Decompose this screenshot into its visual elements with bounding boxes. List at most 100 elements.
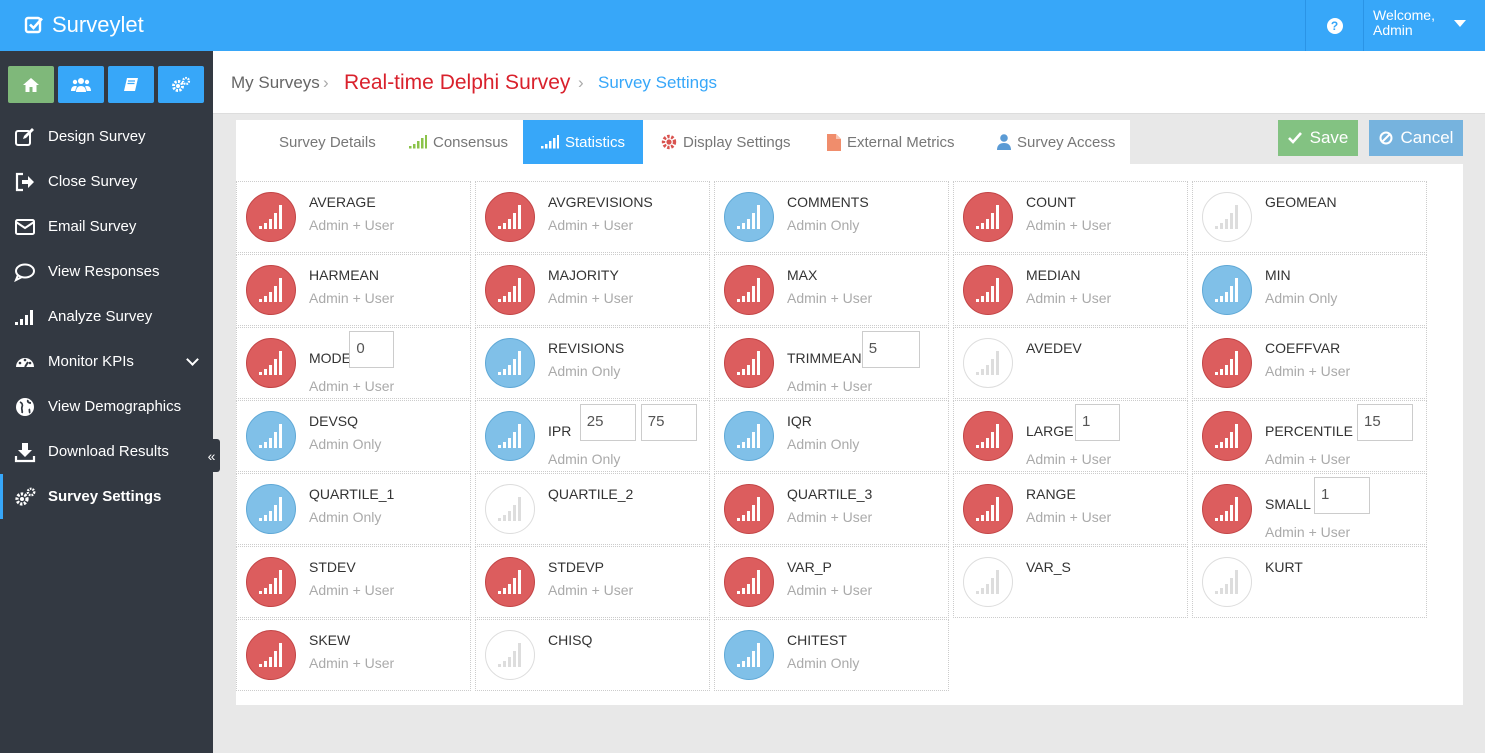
users-icon	[71, 77, 91, 92]
stat-parameter-input[interactable]: 75	[640, 404, 697, 441]
stat-cell-comments: COMMENTS Admin Only	[714, 181, 949, 253]
stat-access: Admin + User	[309, 582, 395, 598]
stat-cell-count: COUNT Admin + User	[953, 181, 1188, 253]
stat-toggle-stdevp[interactable]	[485, 557, 535, 607]
stat-cell-avgrevisions: AVGREVISIONS Admin + User	[475, 181, 710, 253]
stat-access: Admin Only	[787, 217, 860, 233]
sidebar-collapse-button[interactable]: «	[203, 439, 220, 472]
stat-toggle-ipr[interactable]	[485, 411, 535, 461]
users-button[interactable]	[58, 66, 104, 103]
tab-label: Statistics	[564, 133, 625, 151]
stat-toggle-stdev[interactable]	[246, 557, 296, 607]
stat-cell-stdevp: STDEVP Admin + User	[475, 546, 710, 618]
stat-toggle-kurt[interactable]	[1202, 557, 1252, 607]
stat-name: STDEV	[309, 559, 356, 575]
sidebar-item-close-survey[interactable]: Close Survey	[0, 159, 213, 204]
sidebar-item-view-responses[interactable]: View Responses	[0, 249, 213, 294]
sidebar: Design Survey Close Survey Email Survey …	[0, 51, 213, 753]
tab-display-settings[interactable]: Display Settings	[661, 120, 791, 164]
stat-toggle-trimmean[interactable]	[724, 338, 774, 388]
user-menu[interactable]: Welcome, Admin	[1363, 0, 1485, 51]
stat-toggle-comments[interactable]	[724, 192, 774, 242]
stat-parameter-input[interactable]: 1	[1314, 477, 1370, 514]
stat-name: SKEW	[309, 632, 351, 648]
cogs-icon	[172, 76, 191, 92]
stat-toggle-majority[interactable]	[485, 265, 535, 315]
stat-toggle-quartile_3[interactable]	[724, 484, 774, 534]
stat-toggle-var_p[interactable]	[724, 557, 774, 607]
sidebar-item-email-survey[interactable]: Email Survey	[0, 204, 213, 249]
stat-cell-range: RANGE Admin + User	[953, 473, 1188, 545]
stat-toggle-large[interactable]	[963, 411, 1013, 461]
stat-toggle-percentile[interactable]	[1202, 411, 1252, 461]
stat-toggle-harmean[interactable]	[246, 265, 296, 315]
stat-toggle-small[interactable]	[1202, 484, 1252, 534]
check-icon	[1287, 132, 1302, 144]
home-button[interactable]	[8, 66, 54, 103]
stat-toggle-iqr[interactable]	[724, 411, 774, 461]
stat-toggle-chisq[interactable]	[485, 630, 535, 680]
stat-toggle-avedev[interactable]	[963, 338, 1013, 388]
signal-icon	[259, 497, 282, 521]
sidebar-item-analyze-survey[interactable]: Analyze Survey	[0, 294, 213, 339]
stat-name: KURT	[1265, 559, 1303, 575]
stat-toggle-chitest[interactable]	[724, 630, 774, 680]
stat-access: Admin Only	[309, 436, 382, 452]
cogs-icon	[15, 487, 36, 506]
tab-survey-access[interactable]: Survey Access	[997, 120, 1115, 164]
stat-toggle-median[interactable]	[963, 265, 1013, 315]
sidebar-item-download-results[interactable]: Download Results	[0, 429, 213, 474]
stat-toggle-var_s[interactable]	[963, 557, 1013, 607]
sidebar-item-view-demographics[interactable]: View Demographics	[0, 384, 213, 429]
cancel-button[interactable]: Cancel	[1369, 120, 1463, 156]
sidebar-item-survey-settings[interactable]: Survey Settings	[0, 474, 213, 519]
stat-access: Admin + User	[1026, 217, 1112, 233]
stat-toggle-skew[interactable]	[246, 630, 296, 680]
cogs-button[interactable]	[158, 66, 204, 103]
stat-parameter-input[interactable]: 25	[579, 404, 636, 441]
signal-icon	[976, 497, 999, 521]
help-button[interactable]: ?	[1305, 0, 1363, 51]
stat-cell-skew: SKEW Admin + User	[236, 619, 471, 691]
stat-toggle-max[interactable]	[724, 265, 774, 315]
app-brand[interactable]: Surveylet	[24, 12, 144, 38]
stat-parameter-input[interactable]: 15	[1357, 404, 1413, 441]
stat-name: AVERAGE	[309, 194, 376, 210]
stat-access: Admin + User	[1026, 451, 1112, 467]
stat-toggle-quartile_2[interactable]	[485, 484, 535, 534]
signal-icon	[737, 497, 760, 521]
stat-toggle-count[interactable]	[963, 192, 1013, 242]
tab-survey-details[interactable]: Survey Details	[279, 120, 376, 164]
book-button[interactable]	[108, 66, 154, 103]
breadcrumb-survey-title[interactable]: Real-time Delphi Survey	[344, 70, 571, 94]
sidebar-item-label: Survey Settings	[48, 488, 162, 505]
stat-toggle-avgrevisions[interactable]	[485, 192, 535, 242]
stat-parameter-input[interactable]: 0	[349, 331, 395, 368]
save-button[interactable]: Save	[1278, 120, 1358, 156]
stat-toggle-geomean[interactable]	[1202, 192, 1252, 242]
tab-external-metrics[interactable]: External Metrics	[827, 120, 955, 164]
stat-access: Admin Only	[787, 655, 860, 671]
stat-toggle-coeffvar[interactable]	[1202, 338, 1252, 388]
stat-toggle-devsq[interactable]	[246, 411, 296, 461]
breadcrumb-my-surveys[interactable]: My Surveys	[231, 72, 320, 92]
stat-toggle-mode[interactable]	[246, 338, 296, 388]
tab-statistics[interactable]: Statistics	[523, 120, 643, 164]
stat-name: COMMENTS	[787, 194, 869, 210]
stat-toggle-average[interactable]	[246, 192, 296, 242]
stat-toggle-revisions[interactable]	[485, 338, 535, 388]
stat-parameter-input[interactable]: 5	[861, 331, 920, 368]
app-title: Surveylet	[52, 12, 144, 37]
sidebar-item-monitor-kpis[interactable]: Monitor KPIs	[0, 339, 213, 384]
stat-parameter-input[interactable]: 1	[1075, 404, 1120, 441]
sidebar-item-label: Analyze Survey	[48, 308, 153, 325]
stat-name: QUARTILE_1	[309, 486, 395, 502]
signal-icon	[498, 278, 521, 302]
stat-name: IPR	[548, 423, 572, 439]
signal-icon	[498, 570, 521, 594]
stat-toggle-quartile_1[interactable]	[246, 484, 296, 534]
tab-consensus[interactable]: Consensus	[409, 120, 508, 164]
stat-toggle-range[interactable]	[963, 484, 1013, 534]
stat-toggle-min[interactable]	[1202, 265, 1252, 315]
sidebar-item-design-survey[interactable]: Design Survey	[0, 114, 213, 159]
